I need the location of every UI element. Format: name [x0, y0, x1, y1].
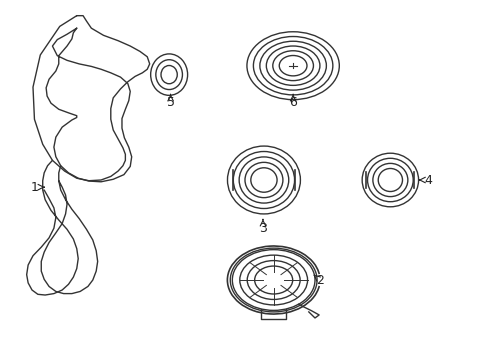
Text: 3: 3 [259, 222, 266, 235]
Text: 6: 6 [288, 96, 296, 109]
Text: 5: 5 [166, 96, 174, 109]
Text: 1: 1 [30, 181, 39, 194]
Text: 4: 4 [424, 174, 431, 186]
Text: 2: 2 [315, 274, 323, 287]
